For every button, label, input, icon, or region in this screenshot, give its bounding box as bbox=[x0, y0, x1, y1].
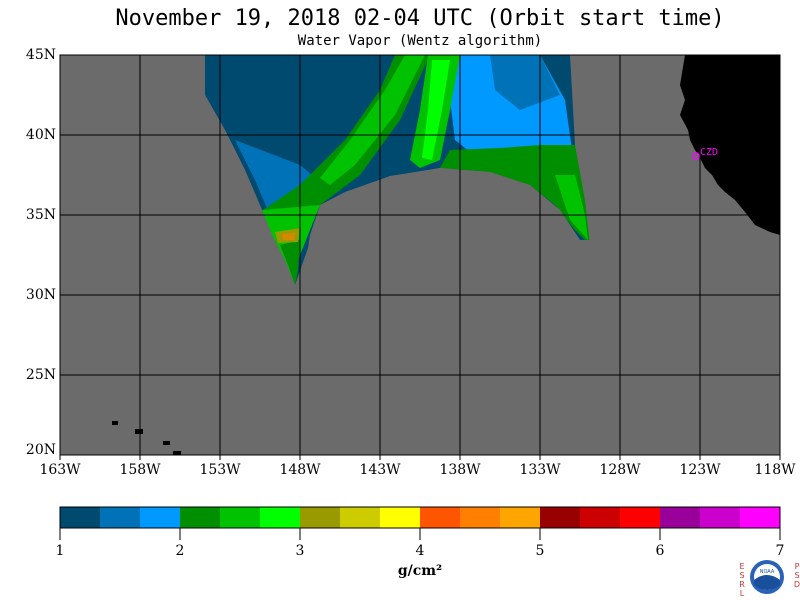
colorbar-segment bbox=[700, 507, 741, 528]
lon-label-133w: 133W bbox=[519, 462, 561, 478]
colorbar-segment bbox=[660, 507, 701, 528]
colorbar-tick-3: 3 bbox=[295, 543, 305, 559]
map-title: November 19, 2018 02-04 UTC (Orbit start… bbox=[115, 6, 725, 31]
colorbar-segment bbox=[740, 507, 781, 528]
swath-blue-mid bbox=[490, 55, 560, 110]
lon-label-143w: 143W bbox=[359, 462, 401, 478]
site-label: CZD bbox=[700, 147, 719, 158]
colorbar-segment bbox=[580, 507, 621, 528]
lon-label-153w: 153W bbox=[199, 462, 241, 478]
island-maui bbox=[163, 441, 170, 445]
colorbar-segment bbox=[420, 507, 461, 528]
lat-label-20n: 20N bbox=[25, 442, 56, 458]
colorbar bbox=[60, 507, 781, 528]
site-marker bbox=[692, 152, 700, 160]
colorbar-segment bbox=[540, 507, 581, 528]
island-kauai bbox=[112, 421, 118, 425]
colorbar-tick-4: 4 bbox=[415, 543, 425, 559]
colorbar-segment bbox=[180, 507, 221, 528]
colorbar-segment bbox=[260, 507, 301, 528]
colorbar-tick-2: 2 bbox=[175, 543, 185, 559]
island-hawaii bbox=[173, 451, 181, 455]
colorbar-units: g/cm² bbox=[397, 563, 443, 579]
noaa-logo-icon: NOAA bbox=[750, 560, 784, 594]
colorbar-segment bbox=[500, 507, 541, 528]
lat-label-45n: 45N bbox=[25, 47, 56, 63]
lon-label-163w: 163W bbox=[39, 462, 81, 478]
colorbar-segment bbox=[340, 507, 381, 528]
colorbar-segment bbox=[140, 507, 181, 528]
colorbar-tick-6: 6 bbox=[655, 543, 665, 559]
island-oahu bbox=[135, 429, 143, 434]
lon-label-118w: 118W bbox=[754, 462, 796, 478]
lon-label-148w: 148W bbox=[279, 462, 321, 478]
colorbar-segment bbox=[300, 507, 341, 528]
swath-orange-patch bbox=[282, 233, 295, 240]
lat-label-30n: 30N bbox=[25, 287, 56, 303]
graticule bbox=[60, 55, 780, 455]
colorbar-segment bbox=[60, 507, 101, 528]
swath-tail-dark bbox=[280, 240, 300, 285]
lon-label-158w: 158W bbox=[119, 462, 161, 478]
colorbar-tick-1: 1 bbox=[55, 543, 65, 559]
lat-label-25n: 25N bbox=[25, 367, 56, 383]
map-frame bbox=[59, 54, 781, 456]
colorbar-segment bbox=[620, 507, 661, 528]
lat-label-35n: 35N bbox=[25, 207, 56, 223]
colorbar-tick-5: 5 bbox=[535, 543, 545, 559]
swath-green-arc bbox=[440, 145, 590, 245]
lon-label-123w: 123W bbox=[679, 462, 721, 478]
lat-label-40n: 40N bbox=[25, 127, 56, 143]
colorbar-segment bbox=[100, 507, 141, 528]
lon-label-138w: 138W bbox=[439, 462, 481, 478]
logo-text: NOAA bbox=[760, 569, 775, 575]
swath-green-diagonal-light bbox=[320, 55, 425, 185]
lon-label-128w: 128W bbox=[599, 462, 641, 478]
colorbar-segment bbox=[220, 507, 261, 528]
map-subtitle: Water Vapor (Wentz algorithm) bbox=[297, 33, 543, 49]
land-north-america bbox=[680, 55, 780, 235]
swath-gap-arc bbox=[60, 168, 780, 455]
swath-green-arc-light bbox=[555, 175, 588, 240]
colorbar-segment bbox=[460, 507, 501, 528]
colorbar-tick-7: 7 bbox=[775, 543, 785, 559]
colorbar-segment bbox=[380, 507, 421, 528]
